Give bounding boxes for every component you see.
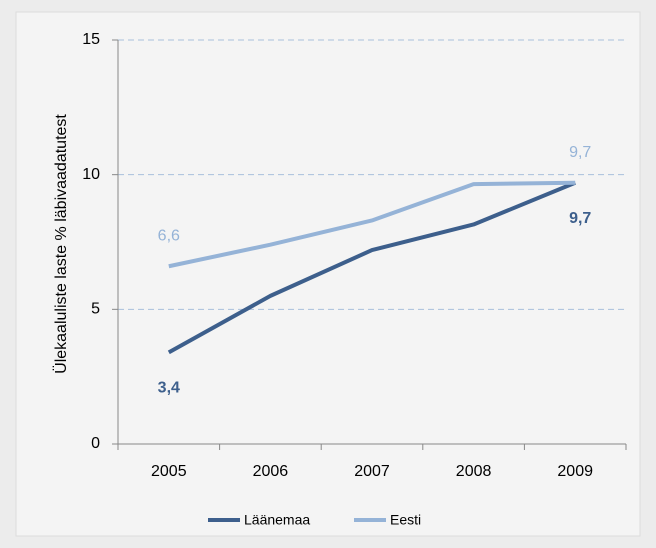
y-tick-label: 15: [82, 31, 100, 48]
y-tick-label: 5: [91, 301, 100, 318]
y-tick-label: 0: [91, 435, 100, 452]
y-axis-title: Ülekaaluliste laste % läbivaadatutest: [52, 114, 70, 374]
x-tick-label: 2009: [557, 463, 593, 480]
data-label: 9,7: [569, 144, 591, 161]
x-tick-label: 2005: [151, 463, 187, 480]
legend-label: Läänemaa: [244, 512, 310, 528]
line: [167, 180, 576, 355]
data-label: 9,7: [569, 210, 591, 227]
y-tick-label: 10: [82, 166, 100, 183]
x-tick-label: 2006: [253, 463, 289, 480]
data-label: 6,6: [158, 227, 180, 244]
x-tick-label: 2008: [456, 463, 492, 480]
chart-area: [15, 11, 641, 537]
data-label: 3,4: [158, 380, 180, 397]
line: [168, 180, 576, 269]
legend-label: Eesti: [390, 512, 421, 528]
x-tick-label: 2007: [354, 463, 390, 480]
